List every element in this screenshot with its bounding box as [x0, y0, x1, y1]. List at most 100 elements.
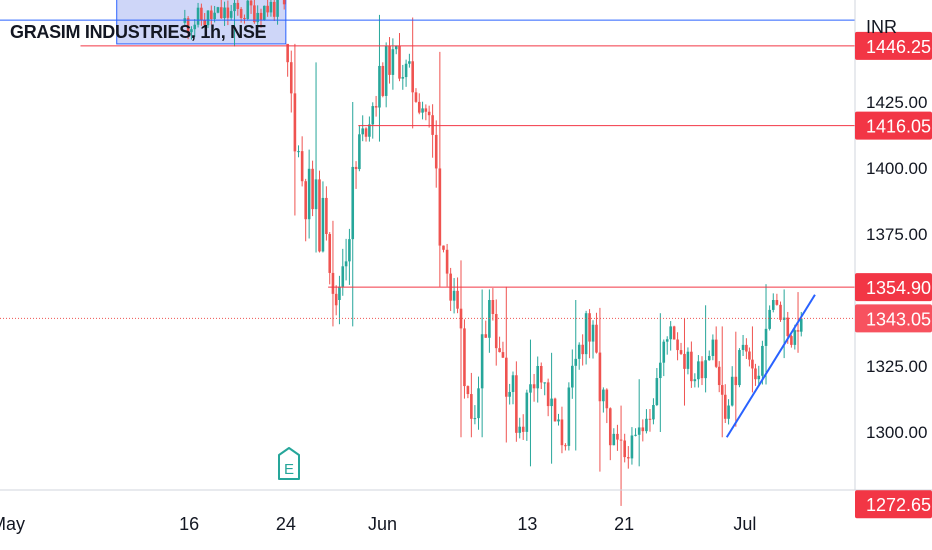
candle-body	[456, 290, 459, 309]
candle-body	[734, 376, 738, 386]
candle-body	[686, 351, 690, 369]
candle-body	[239, 8, 243, 19]
price-label-text: 1416.05	[866, 117, 931, 137]
candle-body	[717, 366, 721, 386]
candle-body	[567, 387, 571, 446]
candle-body	[574, 358, 578, 366]
candle-body	[518, 426, 522, 433]
candle-body	[344, 261, 348, 267]
candle-body	[793, 330, 797, 345]
price-label: 1272.65	[855, 490, 932, 519]
candle-body	[229, 11, 233, 18]
candle-body	[754, 368, 757, 380]
candle-body	[401, 77, 405, 79]
candle-body	[623, 440, 626, 458]
candle-body	[196, 7, 200, 25]
candle-body	[543, 382, 546, 384]
candle-body	[321, 197, 325, 252]
candle-body	[445, 249, 449, 274]
candle-body	[223, 7, 226, 19]
candle-body	[693, 379, 697, 382]
trend-line[interactable]	[725, 294, 816, 438]
candle-body	[480, 334, 484, 389]
candle-body	[501, 352, 505, 358]
candle-body	[652, 405, 655, 420]
candle-body	[707, 355, 711, 361]
candle-body	[193, 24, 197, 30]
candle-body	[768, 309, 771, 329]
earnings-icon[interactable]: E	[277, 447, 301, 487]
candle-body	[700, 361, 704, 379]
candle-body	[786, 317, 790, 337]
candle-body	[286, 43, 289, 63]
candle-body	[584, 313, 588, 355]
candle-body	[351, 166, 355, 240]
candle-body	[764, 328, 768, 346]
candle-body	[645, 418, 648, 432]
candle-body	[550, 398, 553, 407]
candle-body	[676, 339, 679, 351]
candle-body	[459, 308, 463, 329]
candle-body	[799, 318, 803, 332]
candle-body	[434, 134, 438, 169]
candle-body	[381, 65, 385, 96]
candle-body	[553, 398, 557, 422]
time-tick-label: May	[0, 514, 25, 534]
price-label-box	[855, 111, 932, 140]
candle-body	[738, 350, 741, 386]
candle-body	[612, 433, 616, 446]
candle-body	[581, 344, 584, 355]
time-tick-label: 16	[179, 514, 199, 534]
candle-body	[272, 1, 276, 17]
candle-body	[408, 61, 411, 64]
candle-body	[564, 445, 567, 447]
candle-body	[655, 378, 659, 406]
candlestick-series	[183, 0, 803, 506]
candle-body	[424, 108, 428, 112]
candle-body	[511, 375, 515, 392]
price-label-box	[855, 304, 932, 333]
candle-body	[714, 339, 718, 367]
candle-body	[318, 179, 321, 252]
candle-body	[348, 239, 351, 262]
candle-body	[338, 286, 341, 300]
price-tick-label: 1425.00	[866, 93, 927, 112]
candle-body	[213, 12, 216, 20]
candle-body	[427, 111, 431, 116]
candle-body	[488, 300, 491, 338]
candle-body	[720, 385, 724, 395]
price-axis: 1425.00 1400.00 1375.00 1325.00 1300.00	[866, 93, 927, 442]
candle-body	[741, 344, 745, 351]
candle-body	[361, 128, 364, 135]
chart-title: GRASIM INDUSTRIES, 1h, NSE	[10, 22, 267, 42]
candle-body	[210, 10, 213, 20]
candle-body	[588, 313, 591, 342]
candle-body	[394, 45, 398, 50]
candle-body	[557, 419, 560, 422]
candle-body	[494, 314, 498, 349]
candle-body	[796, 330, 800, 332]
candle-body	[354, 166, 358, 170]
price-label: 1416.05	[855, 111, 932, 140]
candle-body	[364, 128, 368, 137]
candle-body	[421, 108, 424, 113]
candle-body	[293, 93, 297, 152]
candle-body	[641, 427, 645, 432]
candle-body	[630, 435, 634, 459]
candle-body	[190, 29, 193, 33]
candle-body	[414, 92, 418, 102]
candle-body	[203, 20, 206, 26]
candle-body	[391, 49, 395, 75]
candle-body	[325, 197, 328, 234]
candle-body	[463, 328, 466, 387]
candle-body	[679, 350, 683, 354]
candle-body	[536, 366, 540, 389]
candle-body	[665, 339, 669, 342]
candle-body	[253, 5, 256, 23]
candle-body	[690, 351, 693, 382]
time-tick-label: Jun	[368, 514, 397, 534]
price-label-text: 1446.25	[866, 37, 931, 57]
candle-body	[477, 388, 480, 419]
candle-body	[539, 366, 543, 383]
